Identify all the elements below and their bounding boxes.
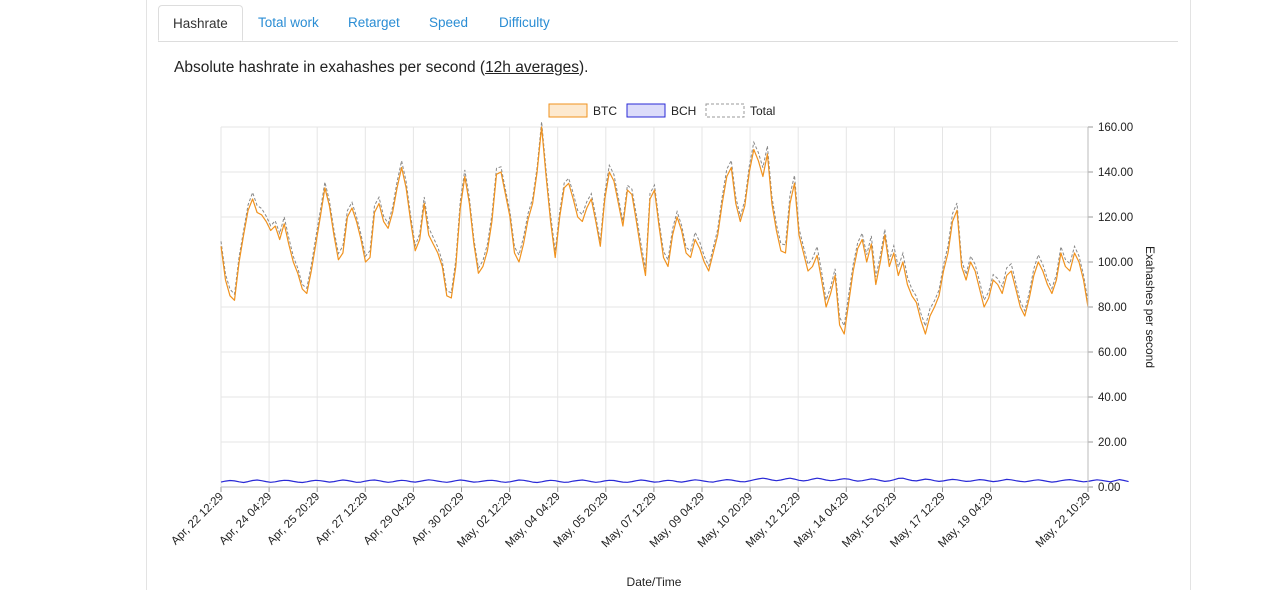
legend-label-bch[interactable]: BCH [671,104,696,118]
legend-swatch-total[interactable] [705,103,745,118]
series-btc-line [220,126,1089,335]
chart-description: Absolute hashrate in exahashes per secon… [174,59,588,77]
y-tick-label: 60.00 [1098,347,1127,359]
y-tick-label: 140.00 [1098,167,1133,179]
chart-grid [220,126,1089,488]
legend-label-total[interactable]: Total [750,104,775,118]
x-axis-title: Date/Time [627,575,682,589]
y-tick-label: 80.00 [1098,302,1127,314]
tab-total-work[interactable]: Total work [258,15,319,30]
chart-series [220,121,1129,484]
y-tick-label: 160.00 [1098,122,1133,134]
legend-label-btc[interactable]: BTC [593,104,617,118]
y-tick-label: 40.00 [1098,392,1127,404]
series-total-line [220,121,1089,328]
y-tick-label: 100.00 [1098,257,1133,269]
y-tick-label: 120.00 [1098,212,1133,224]
series-bch-line [220,477,1129,484]
averages-link[interactable]: 12h averages [485,59,579,76]
tab-hashrate[interactable]: Hashrate [158,5,243,41]
tab-retarget[interactable]: Retarget [348,15,400,30]
description-prefix: Absolute hashrate in exahashes per secon… [174,59,486,76]
tab-bar: Hashrate Total work Retarget Speed Diffi… [158,5,1178,42]
x-tick-label: May, 22 10:29 [1034,491,1093,550]
y-axis-title: Exahashes per second [1143,246,1157,368]
legend-swatch-bch[interactable] [626,103,666,118]
legend-swatch-btc[interactable] [548,103,588,118]
y-tick-label: 20.00 [1098,437,1127,449]
content-panel [146,0,1191,590]
tab-difficulty[interactable]: Difficulty [499,15,550,30]
description-suffix: ). [579,59,589,76]
tab-speed[interactable]: Speed [429,15,469,30]
chart-legend[interactable]: BTC BCH Total [548,103,775,118]
y-tick-label: 0.00 [1098,482,1120,494]
